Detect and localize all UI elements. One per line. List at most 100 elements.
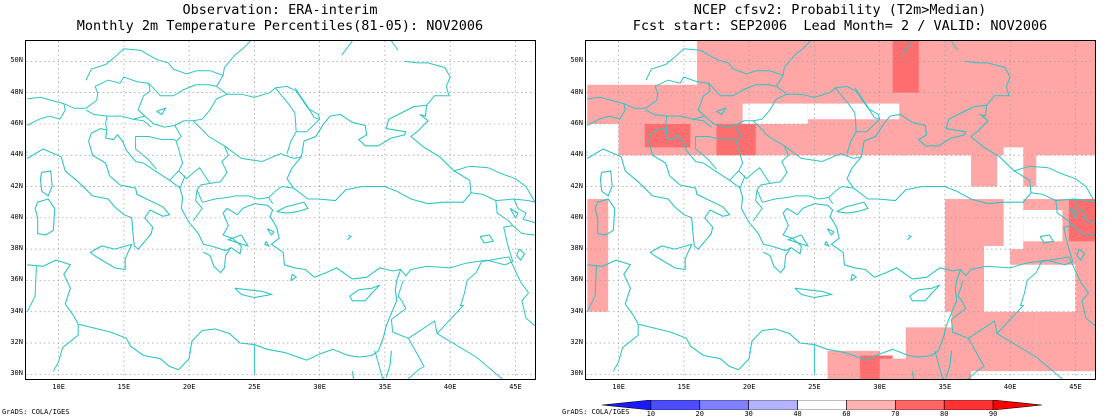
country-border bbox=[26, 151, 28, 153]
observation-map bbox=[26, 41, 535, 379]
country-border bbox=[1030, 192, 1095, 203]
coastline bbox=[385, 350, 392, 378]
country-border bbox=[586, 151, 588, 153]
coastline bbox=[290, 273, 298, 282]
lon-label: 15E bbox=[117, 383, 131, 391]
country-border bbox=[513, 198, 535, 223]
country-border bbox=[784, 145, 862, 163]
colorbar-label: 20 bbox=[695, 410, 704, 418]
right-credit: GrADS: COLA/IGES bbox=[562, 408, 630, 416]
colorbar-segment bbox=[943, 400, 994, 410]
lat-label: 34N bbox=[10, 306, 23, 315]
coastline bbox=[509, 207, 519, 219]
country-border bbox=[645, 48, 784, 81]
lat-label: 44N bbox=[570, 150, 583, 159]
country-border bbox=[934, 350, 944, 379]
lat-label: 32N bbox=[10, 338, 23, 346]
country-border bbox=[85, 48, 224, 81]
country-border bbox=[52, 324, 79, 372]
coastline bbox=[826, 228, 835, 236]
country-border bbox=[135, 136, 177, 142]
country-border bbox=[665, 116, 668, 131]
lat-label: 42N bbox=[570, 181, 583, 190]
forecast-probability-map bbox=[586, 41, 1095, 379]
country-border bbox=[453, 165, 535, 203]
country-border bbox=[105, 116, 108, 131]
lat-label: 30N bbox=[10, 369, 23, 378]
country-border bbox=[512, 225, 535, 236]
coastline bbox=[39, 170, 53, 197]
coastline bbox=[349, 284, 381, 302]
coastline bbox=[346, 234, 352, 241]
lon-label: 25E bbox=[808, 383, 821, 391]
country-border bbox=[960, 200, 1074, 277]
country-border bbox=[964, 60, 1011, 106]
country-border bbox=[697, 85, 788, 128]
lon-label: 10E bbox=[52, 383, 65, 391]
country-border bbox=[1013, 165, 1095, 203]
right-panel: NCEP cfsv2: Probability (T2m>Median) Fcs… bbox=[560, 0, 1120, 420]
lat-label: 50N bbox=[570, 56, 583, 65]
colorbar-segment bbox=[748, 400, 798, 410]
coastline bbox=[587, 128, 731, 250]
colorbar-label: 30 bbox=[744, 410, 753, 418]
lon-label: 30E bbox=[313, 383, 326, 391]
right-map bbox=[585, 40, 1096, 380]
country-border bbox=[268, 197, 274, 204]
probability-cell bbox=[971, 123, 998, 187]
left-map bbox=[25, 40, 536, 380]
country-border bbox=[383, 338, 425, 379]
country-border bbox=[692, 118, 712, 128]
lon-label: 20E bbox=[742, 383, 756, 391]
country-border bbox=[846, 131, 857, 154]
probability-cell bbox=[587, 199, 609, 312]
lon-label: 10E bbox=[612, 383, 625, 391]
coastline bbox=[794, 287, 834, 299]
country-border bbox=[341, 41, 353, 56]
country-border bbox=[196, 185, 294, 203]
country-border bbox=[943, 338, 985, 379]
coastline bbox=[234, 287, 274, 299]
lat-label: 34N bbox=[570, 306, 583, 315]
coastline bbox=[104, 130, 232, 274]
country-border bbox=[739, 175, 746, 189]
coastline bbox=[27, 128, 171, 250]
coastline bbox=[1039, 234, 1055, 244]
country-border bbox=[374, 350, 384, 379]
lat-label: 40N bbox=[10, 212, 23, 221]
colorbar-segment bbox=[797, 400, 847, 410]
right-subtitle: Fcst start: SEP2006 Lead Month= 2 / VALI… bbox=[632, 18, 1048, 34]
coastline bbox=[649, 243, 693, 271]
colorbar-segment bbox=[699, 400, 749, 410]
country-border bbox=[950, 261, 1042, 339]
lon-label: 45E bbox=[509, 383, 522, 391]
lon-label: 45E bbox=[1069, 383, 1082, 391]
coastline bbox=[906, 234, 912, 241]
coastline bbox=[664, 130, 792, 274]
coastline bbox=[276, 201, 309, 214]
coastline bbox=[351, 371, 355, 379]
lon-label: 20E bbox=[182, 383, 196, 391]
probability-cell bbox=[892, 41, 919, 93]
country-border bbox=[708, 48, 804, 97]
coastline bbox=[479, 234, 495, 244]
lat-label: 48N bbox=[10, 87, 23, 96]
country-border bbox=[390, 41, 399, 51]
coastline bbox=[266, 228, 275, 236]
country-border bbox=[787, 85, 881, 133]
lat-label: 48N bbox=[570, 87, 583, 96]
country-border bbox=[1073, 198, 1095, 223]
colorbar-segment bbox=[895, 400, 945, 410]
coastline bbox=[1076, 248, 1086, 262]
lat-label: 36N bbox=[570, 275, 583, 284]
country-border bbox=[587, 76, 711, 120]
probability-cell bbox=[931, 41, 972, 124]
coastline bbox=[587, 203, 962, 371]
country-border bbox=[179, 175, 186, 189]
country-border bbox=[192, 120, 229, 222]
coastline bbox=[286, 104, 472, 205]
country-border bbox=[27, 103, 66, 126]
country-border bbox=[400, 200, 514, 277]
country-border bbox=[752, 120, 789, 222]
coastline bbox=[594, 198, 616, 236]
